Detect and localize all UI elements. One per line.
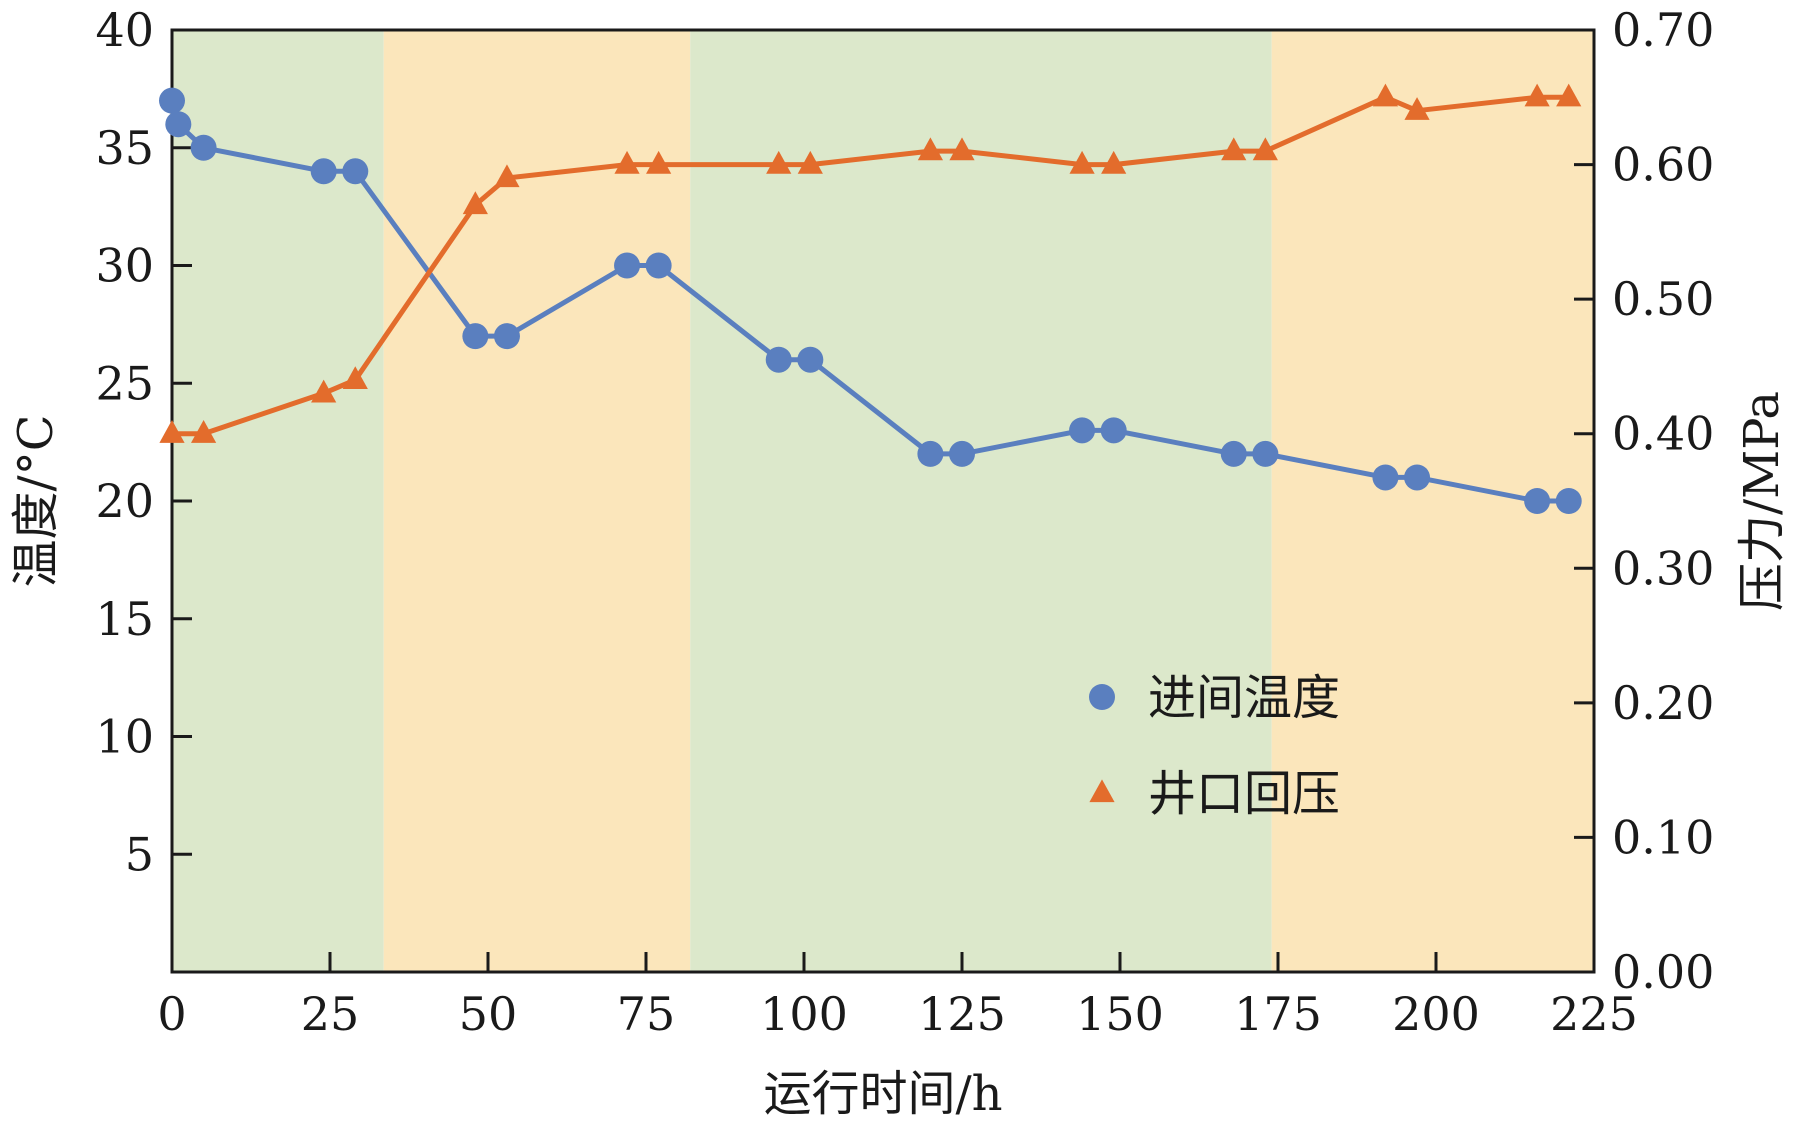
legend-label: 进间温度 xyxy=(1148,670,1340,726)
x-tick-label: 200 xyxy=(1392,987,1480,1041)
x-axis-title: 运行时间/h xyxy=(763,1066,1002,1122)
data-point xyxy=(1404,464,1431,491)
series-line xyxy=(172,94,1569,437)
data-point xyxy=(917,440,944,467)
y-right-tick-label: 0.00 xyxy=(1612,945,1714,999)
y-right-tick-label: 0.60 xyxy=(1612,138,1714,192)
data-point xyxy=(462,323,489,350)
data-point xyxy=(797,150,823,174)
data-point xyxy=(191,420,217,443)
x-tick-label: 75 xyxy=(617,987,676,1041)
data-point xyxy=(493,323,520,350)
axis-labels: 运行时间/h 温度/°C 压力/MPa xyxy=(8,391,1790,1122)
legend-item-0: 进间温度 xyxy=(1089,670,1340,726)
x-tick-label: 100 xyxy=(760,987,848,1041)
data-point xyxy=(1220,440,1247,467)
data-point xyxy=(342,158,369,185)
y-left-tick-label: 35 xyxy=(95,121,154,175)
y-right-tick-label: 0.50 xyxy=(1612,272,1714,326)
data-point xyxy=(1252,137,1278,161)
y-right-tick-label: 0.30 xyxy=(1612,541,1714,595)
y-right-tick-label: 0.20 xyxy=(1612,676,1714,730)
data-point xyxy=(462,191,488,215)
background-band-1 xyxy=(383,30,691,972)
data-point xyxy=(797,346,824,373)
data-point xyxy=(949,440,975,467)
data-point xyxy=(1069,150,1095,174)
data-point xyxy=(949,137,975,161)
y-right-tick-label: 0.40 xyxy=(1612,407,1714,461)
data-point xyxy=(494,164,520,188)
legend-label: 井口回压 xyxy=(1148,766,1340,822)
data-point xyxy=(1524,83,1550,107)
data-point xyxy=(1555,488,1582,514)
legend-item-1: 井口回压 xyxy=(1089,766,1340,822)
series-0 xyxy=(159,87,1582,514)
data-point xyxy=(159,420,185,443)
data-point xyxy=(159,87,185,114)
x-tick-label: 125 xyxy=(918,987,1006,1041)
data-point xyxy=(1556,83,1582,107)
data-point xyxy=(645,252,672,279)
data-point xyxy=(1069,417,1096,444)
data-point xyxy=(1524,488,1551,514)
x-tick-label: 0 xyxy=(157,987,186,1041)
y-left-tick-label: 30 xyxy=(95,239,154,293)
data-point xyxy=(1252,440,1279,467)
legend-marker xyxy=(1089,684,1115,710)
data-point xyxy=(917,137,943,161)
x-tick-label: 225 xyxy=(1550,987,1638,1041)
y-right-tick-label: 0.10 xyxy=(1612,810,1714,864)
x-tick-label: 50 xyxy=(459,987,518,1041)
x-tick-label: 25 xyxy=(301,987,360,1041)
data-point xyxy=(1100,417,1127,444)
data-point xyxy=(1101,150,1127,174)
background-bands xyxy=(172,30,1594,972)
y-left-axis-title: 温度/°C xyxy=(8,415,64,588)
data-point xyxy=(1404,97,1430,120)
series-layer xyxy=(159,83,1582,514)
data-point xyxy=(646,150,672,174)
y-left-tick-label: 15 xyxy=(95,592,154,646)
y-left-tick-label: 20 xyxy=(95,474,154,528)
data-point xyxy=(165,111,192,138)
data-point xyxy=(765,346,792,373)
y-right-axis-title: 压力/MPa xyxy=(1734,391,1790,611)
legend-marker xyxy=(1089,779,1115,803)
background-band-2 xyxy=(690,30,1272,972)
data-point xyxy=(766,150,792,174)
x-tick-label: 175 xyxy=(1234,987,1322,1041)
x-tick-label: 150 xyxy=(1076,987,1164,1041)
data-point xyxy=(342,366,368,390)
data-point xyxy=(1372,83,1399,107)
series-1 xyxy=(159,83,1582,443)
data-point xyxy=(614,252,641,279)
axes: 0 25 50 75 100 125 150 175 200 225 5 10 15 20 25 30 35 40… xyxy=(95,3,1714,1041)
background-band-0 xyxy=(172,30,384,972)
y-left-tick-label: 10 xyxy=(95,710,154,764)
y-left-tick-label: 25 xyxy=(95,356,154,410)
data-point xyxy=(614,150,640,174)
data-point xyxy=(1372,464,1399,491)
y-right-tick-label: 0.70 xyxy=(1612,3,1714,57)
data-point xyxy=(1221,137,1247,161)
y-left-tick-label: 40 xyxy=(95,3,154,57)
data-point xyxy=(310,158,337,185)
y-left-tick-label: 5 xyxy=(125,827,154,881)
data-point xyxy=(190,134,217,161)
data-point xyxy=(311,379,337,403)
